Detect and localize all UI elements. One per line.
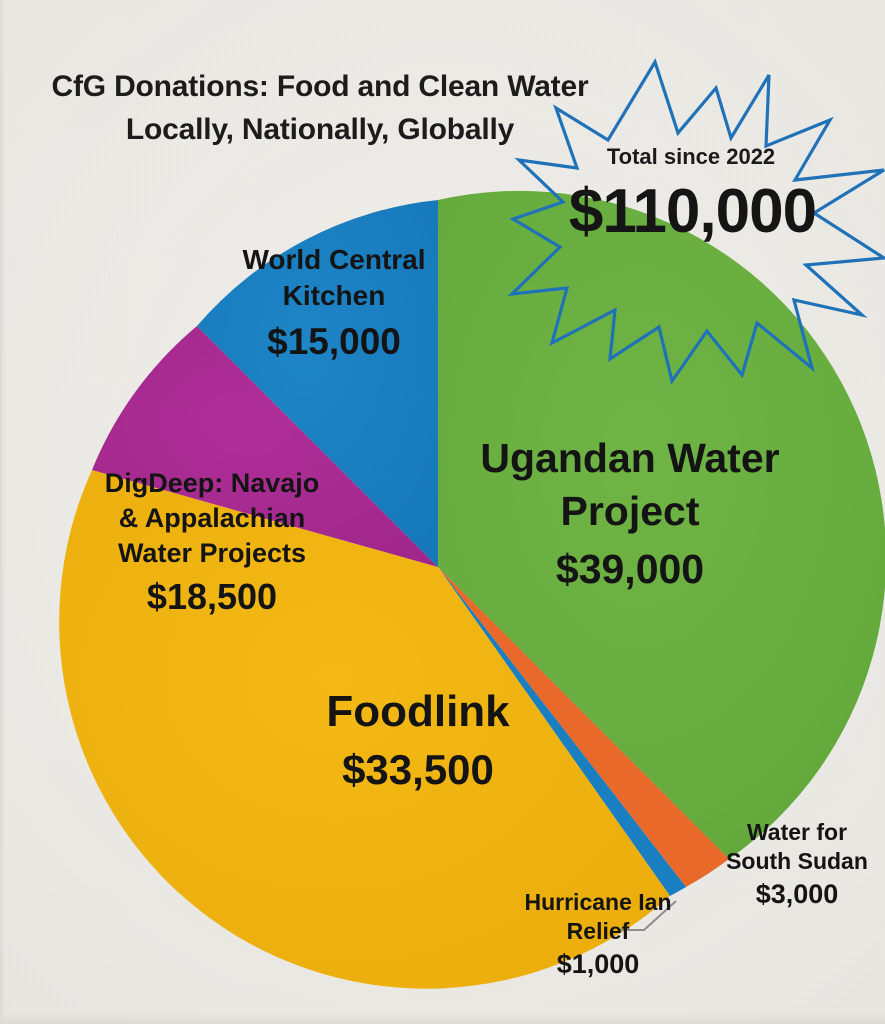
title-line-1: CfG Donations: Food and Clean Water [51, 70, 589, 103]
scan-edge-bottom [0, 1012, 885, 1024]
pie-slice-world-central-kitchen[interactable] [197, 200, 438, 567]
hurricane-ian-leader-line [620, 900, 677, 931]
slice-label-world-central-kitchen: World Central Kitchen $15,000 [200, 242, 468, 366]
slice-label-foodlink-line1: Foodlink [326, 687, 510, 736]
slice-value-ugandan: $39,000 [555, 545, 705, 592]
slice-value-foodlink: $33,500 [342, 746, 494, 794]
pie-slice-digdeep[interactable] [92, 326, 438, 567]
pie-slice-ugandan-water-project[interactable] [438, 190, 885, 859]
slice-label-digdeep-line3: Water Projects [117, 538, 307, 569]
slice-label-wck-line1: World Central [242, 244, 426, 275]
slice-label-sudan-line2: South Sudan [726, 847, 868, 874]
title-line-2: Locally, Nationally, Globally [125, 112, 515, 146]
slice-label-sudan-line1: Water for [746, 819, 848, 845]
slice-label-ian-line2: Relief [566, 917, 630, 944]
slice-label-ian-line1: Hurricane Ian [524, 889, 672, 915]
slice-label-foodlink: Foodlink $33,500 [268, 683, 568, 798]
slice-value-digdeep: $18,500 [146, 576, 278, 618]
pie-slice-foodlink[interactable] [59, 470, 670, 989]
callout-total-amount: $110,000 [568, 177, 817, 246]
slice-label-digdeep: DigDeep: Navajo & Appalachian Water Proj… [62, 466, 362, 621]
starburst-callout-shape [507, 58, 885, 385]
slice-label-ugandan-line2: Project [560, 488, 700, 535]
slice-label-digdeep-line2: & Appalachian [118, 503, 306, 534]
scan-edge-left [0, 0, 7, 1024]
slice-label-wck-line2: Kitchen [282, 280, 386, 312]
slice-label-water-for-south-sudan: Water for South Sudan $3,000 [712, 818, 882, 911]
slice-label-digdeep-line1: DigDeep: Navajo [104, 468, 320, 498]
slice-label-ugandan-water-project: Ugandan Water Project $39,000 [440, 432, 820, 596]
callout-total-label: Total since 2022 [606, 144, 776, 169]
pie-slice-hurricane-ian-relief[interactable] [438, 567, 686, 896]
pie-slices [59, 190, 885, 989]
slice-value-ian: $1,000 [556, 948, 640, 979]
page-title: CfG Donations: Food and Clean Water Loca… [0, 66, 640, 151]
slice-value-sudan: $3,000 [755, 878, 839, 909]
slice-label-ugandan-line1: Ugandan Water [480, 435, 780, 481]
slice-label-hurricane-ian-relief: Hurricane Ian Relief $1,000 [498, 888, 698, 981]
slice-value-wck: $15,000 [267, 320, 401, 362]
pie-slice-water-for-south-sudan[interactable] [438, 567, 729, 887]
